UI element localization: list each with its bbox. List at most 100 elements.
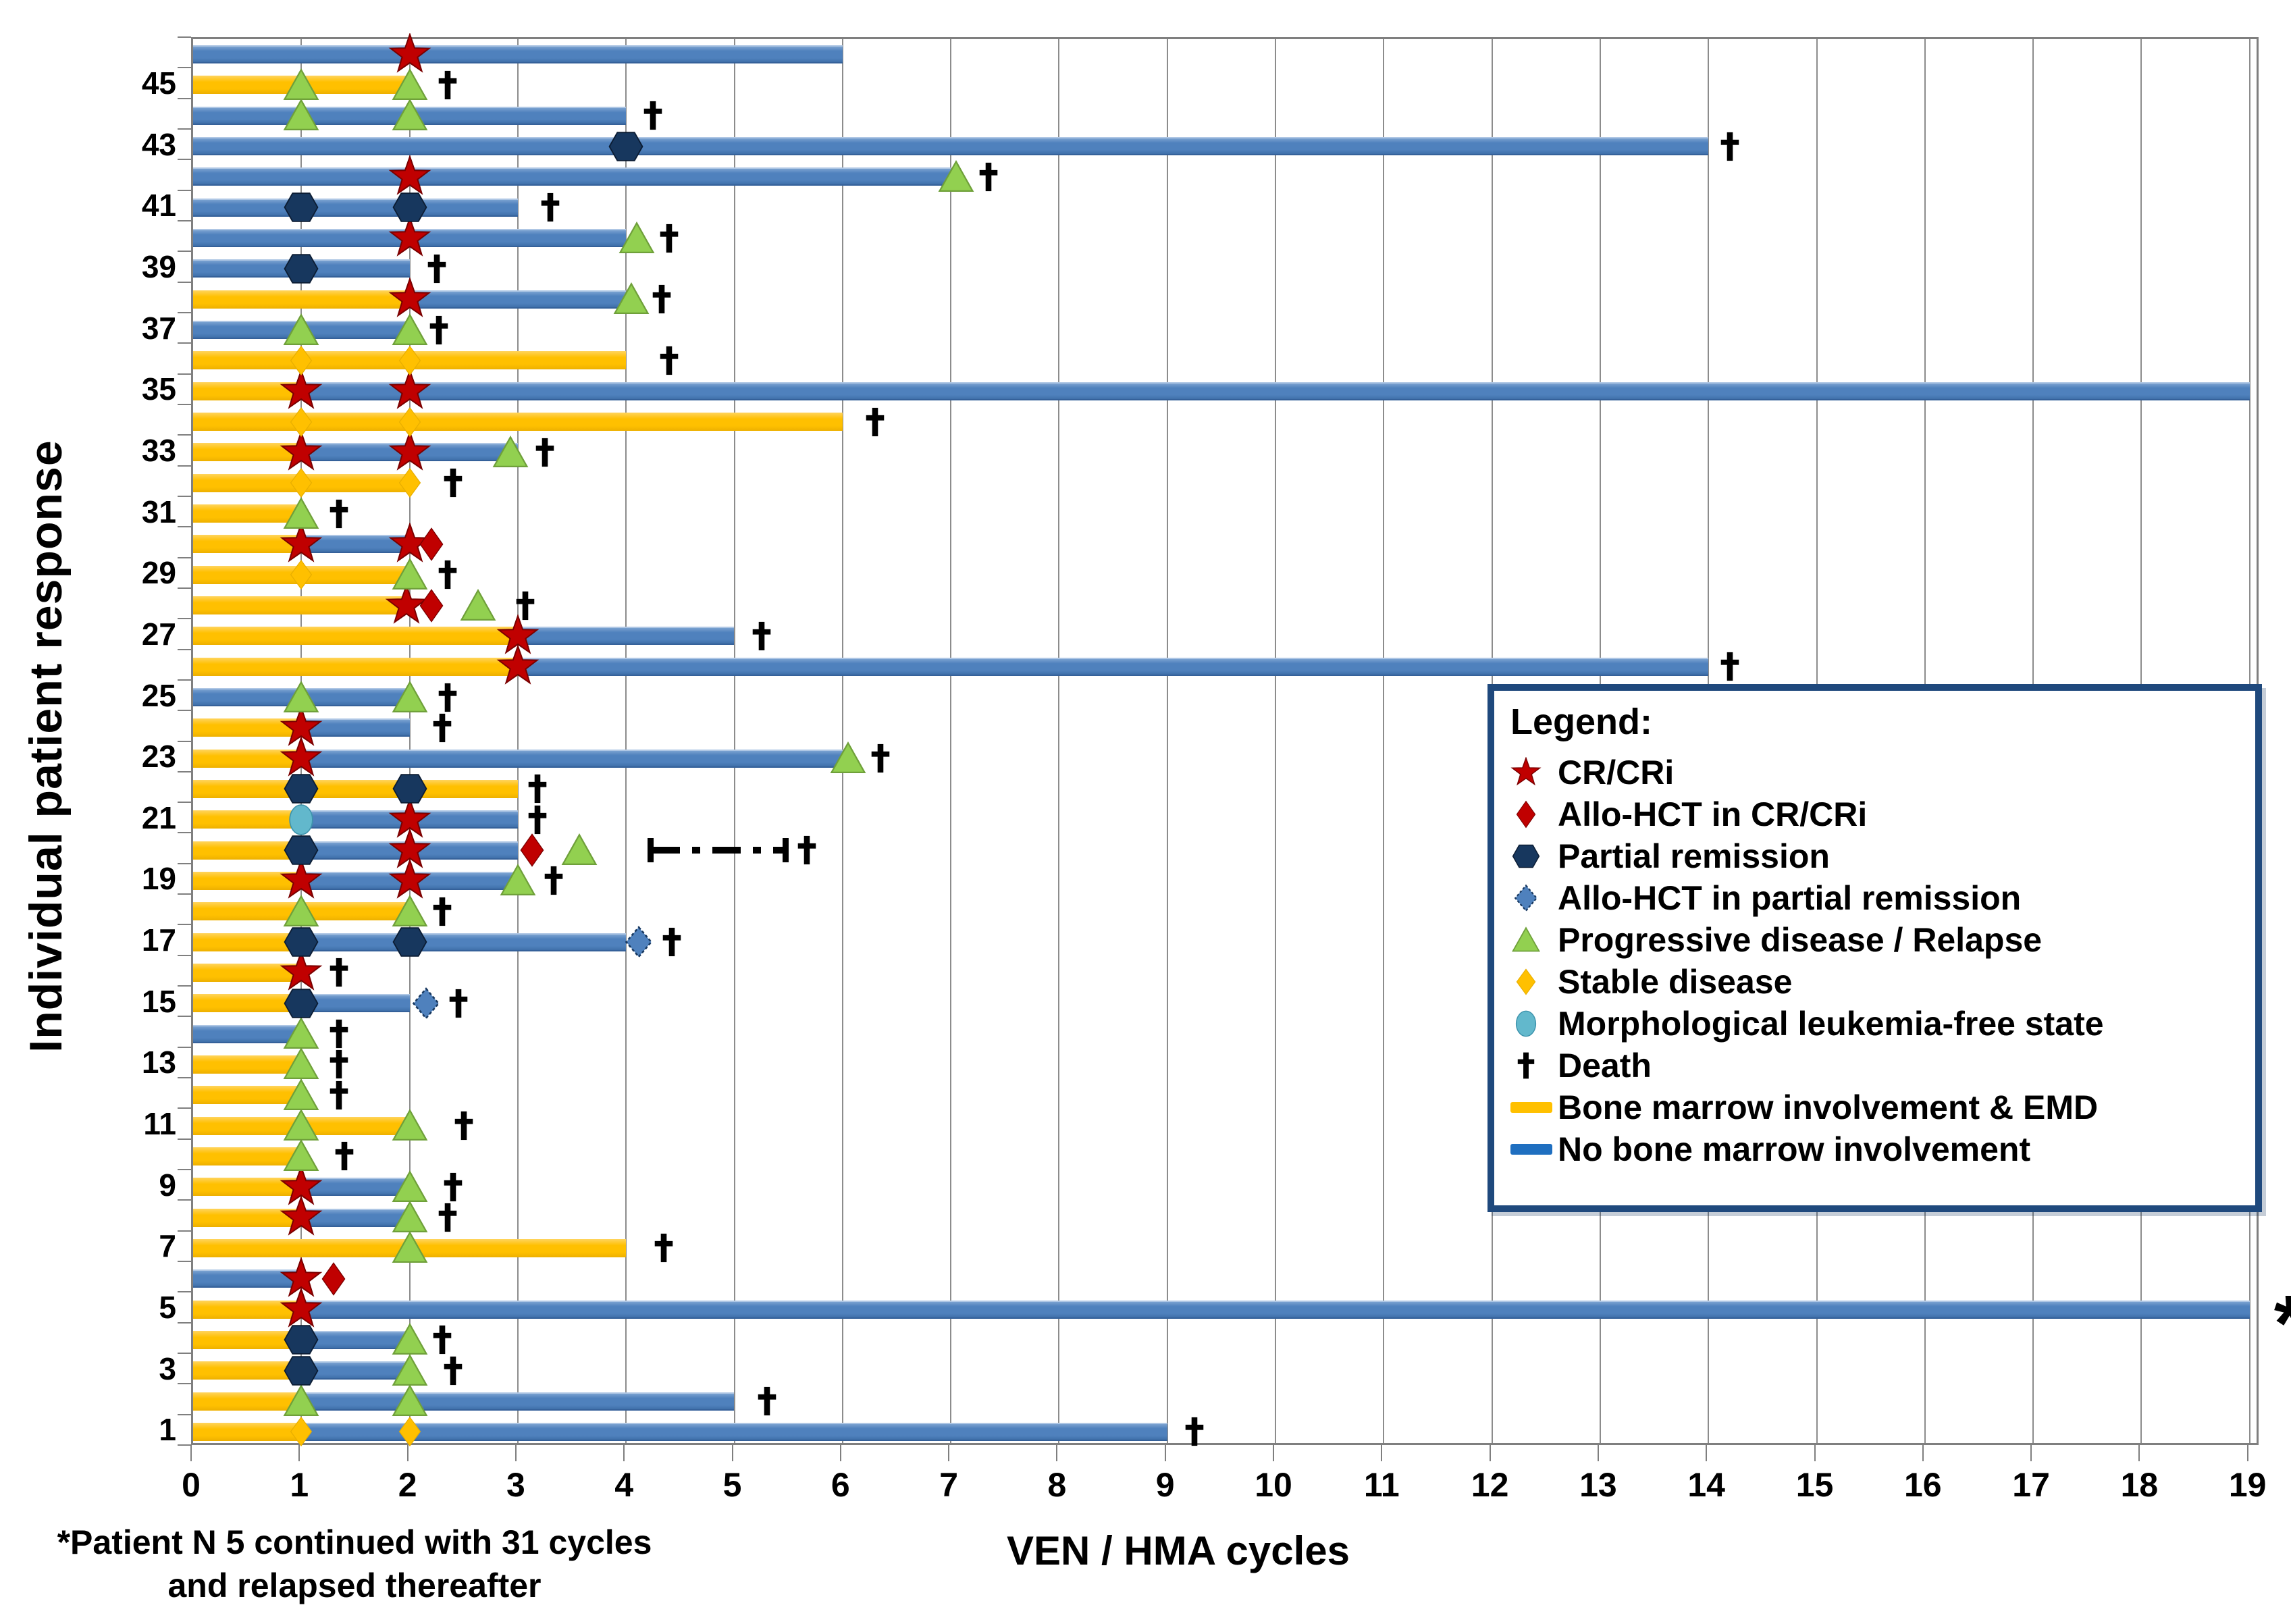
y-axis-label: 37	[141, 310, 176, 346]
pd-marker	[282, 1014, 321, 1053]
bar-no-bone-marrow	[517, 627, 735, 646]
legend-item-label: Death	[1558, 1047, 1652, 1084]
sd-marker	[284, 1414, 319, 1449]
sd-marker	[284, 557, 319, 592]
death-marker	[858, 405, 892, 439]
cr-marker	[388, 828, 431, 872]
pd-marker	[828, 739, 868, 778]
cr-marker	[280, 950, 323, 994]
cr-marker	[280, 736, 323, 780]
pd-marker	[390, 1351, 429, 1390]
y-axis-label: 23	[141, 739, 176, 775]
y-axis-label: 15	[141, 983, 176, 1019]
y-axis-tick	[178, 770, 191, 772]
pr-marker	[282, 1351, 321, 1390]
x-axis-tick	[298, 1445, 300, 1461]
y-axis-tick	[178, 802, 191, 804]
pd-marker	[617, 219, 656, 258]
x-axis-tick	[190, 1445, 192, 1461]
sd-marker	[284, 465, 319, 500]
bar-bone-marrow-emd	[193, 504, 302, 523]
pr-marker	[282, 769, 321, 808]
cr-marker	[496, 613, 539, 658]
sd-legend-glyph	[1510, 966, 1558, 997]
x-axis-label: 19	[2228, 1466, 2267, 1504]
y-axis-label: 9	[159, 1167, 176, 1203]
sd-marker	[392, 343, 427, 378]
y-axis-label: 11	[143, 1106, 176, 1142]
bar-bone-marrow-emd	[193, 627, 518, 646]
x-axis-tick	[515, 1445, 517, 1461]
x-axis-label: 2	[398, 1466, 417, 1504]
y-axis-tick	[178, 1261, 191, 1263]
cr-marker	[388, 277, 431, 321]
death-marker	[790, 833, 824, 867]
death-marker	[322, 1078, 356, 1112]
bar-no-bone-marrow	[517, 657, 1709, 676]
y-axis-tick	[178, 251, 191, 253]
y-axis-label: 13	[141, 1045, 176, 1080]
cr-marker	[280, 369, 323, 413]
y-axis-tick	[178, 373, 191, 375]
y-axis-tick	[178, 1199, 191, 1201]
bar-no-bone-marrow	[301, 749, 843, 768]
cr-marker	[280, 1256, 323, 1301]
cr-marker	[280, 705, 323, 750]
legend-item: Morphological leukemia-free state	[1510, 1003, 2248, 1045]
footnote-line1: *Patient N 5 continued with 31 cycles	[57, 1523, 652, 1561]
cr-marker	[496, 644, 539, 688]
gridline	[733, 39, 735, 1443]
death-marker	[533, 190, 567, 224]
y-axis-tick	[178, 954, 191, 956]
bar-no-bone-marrow	[409, 290, 627, 309]
x-axis-tick	[2246, 1445, 2248, 1461]
gridline	[950, 39, 952, 1443]
bar-no-bone-marrow	[301, 994, 410, 1013]
pd-marker	[282, 892, 321, 931]
y-axis-tick	[178, 1291, 191, 1293]
legend-item: Progressive disease / Relapse	[1510, 919, 2248, 961]
bar-bone-marrow-emd	[193, 994, 302, 1013]
cr-legend-glyph	[1510, 757, 1558, 788]
y-axis-label: 17	[141, 922, 176, 958]
x-axis-tick	[1164, 1445, 1166, 1461]
hct-pr-legend-glyph	[1510, 883, 1558, 914]
y-axis-tick	[178, 281, 191, 283]
x-axis-label: 0	[182, 1466, 201, 1504]
pd-marker	[560, 831, 599, 870]
bar-bone-marrow-emd	[193, 1422, 302, 1441]
y-axis-tick	[178, 924, 191, 926]
death-marker	[431, 68, 465, 102]
death-marker	[652, 221, 686, 255]
cr-marker	[280, 1195, 323, 1239]
bar-no-bone-marrow	[193, 198, 518, 217]
hct_cr-marker	[315, 1260, 352, 1298]
y-axis-tick	[178, 403, 191, 405]
y-axis-tick	[178, 1444, 191, 1446]
pr-marker	[282, 188, 321, 227]
x-axis-tick	[1489, 1445, 1491, 1461]
sd-marker	[392, 404, 427, 440]
hct_cr-marker	[513, 831, 551, 869]
x-axis-tick	[1273, 1445, 1274, 1461]
cr-marker	[388, 154, 431, 199]
gridline	[841, 39, 843, 1443]
y-axis-tick	[178, 159, 191, 161]
cr-marker	[280, 1287, 323, 1331]
legend-item-label: Allo-HCT in partial remission	[1558, 879, 2022, 917]
bar-no-bone-marrow	[301, 1392, 735, 1411]
sd-marker	[392, 1414, 427, 1449]
bar-no-bone-marrow	[193, 137, 1709, 156]
cr-marker	[388, 215, 431, 260]
death-marker	[1178, 1415, 1211, 1448]
y-axis-label: 29	[141, 555, 176, 591]
death-marker	[431, 1201, 465, 1234]
cr-marker	[280, 429, 323, 474]
x-axis-tick	[2138, 1445, 2140, 1461]
y-axis-tick	[178, 648, 191, 650]
x-axis-tick	[1056, 1445, 1058, 1461]
y-axis-label: 21	[141, 800, 176, 835]
x-axis-label: 9	[1155, 1466, 1175, 1504]
bar-bone-marrow-emd	[193, 1055, 302, 1074]
bar-bone-marrow-emd	[193, 657, 518, 676]
